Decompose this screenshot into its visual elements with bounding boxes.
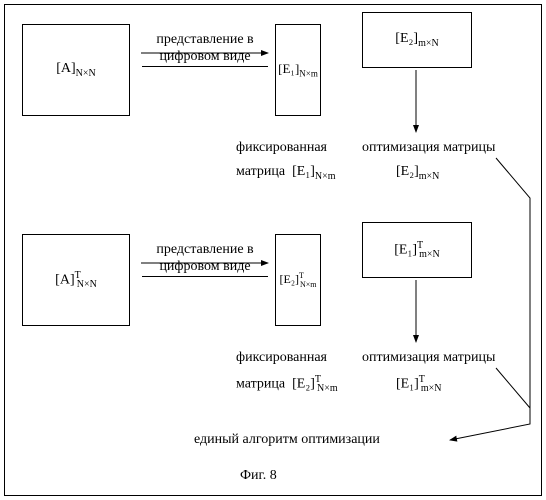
- optim-matrix-2: оптимизация матрицы: [362, 350, 495, 366]
- box-E1: [E₁]N×m: [275, 24, 321, 116]
- box-E2-label: [E₂]m×N: [395, 31, 438, 49]
- arrow-a-e1-label: представление в цифровом виде: [142, 32, 268, 66]
- fixed-matrix-2-line2: матрица [E₂]TN×m: [236, 374, 338, 394]
- fixed-matrix-1-line2: матрица [E₁]N×m: [236, 164, 336, 182]
- box-A: [A]N×N: [22, 24, 130, 116]
- optim-E2: [E₂]m×N: [396, 164, 439, 182]
- box-E2T-label: [E₂]TN×m: [280, 271, 317, 288]
- underline-2: [142, 276, 268, 277]
- box-AT: [A]TN×N: [22, 234, 130, 326]
- box-A-label: [A]N×N: [56, 61, 96, 79]
- fixed-matrix-1-line1: фиксированная: [236, 140, 327, 156]
- optim-matrix-1: оптимизация матрицы: [362, 140, 495, 156]
- box-E1T-label: [E₁]Tm×N: [394, 240, 440, 260]
- box-E1-label: [E₁]N×m: [278, 61, 318, 79]
- box-E1T: [E₁]Tm×N: [362, 222, 472, 278]
- fixed-matrix-2-line1: фиксированная: [236, 350, 327, 366]
- arrow-at-e2t-label: представление в цифровом виде: [142, 242, 268, 276]
- unified-algo-label: единый алгоритм оптимизации: [194, 432, 380, 448]
- box-E2: [E₂]m×N: [362, 12, 472, 68]
- box-AT-label: [A]TN×N: [55, 270, 97, 290]
- figure-caption: Фиг. 8: [240, 468, 277, 484]
- box-E2T: [E₂]TN×m: [275, 234, 321, 326]
- underline-1: [142, 66, 268, 67]
- optim-E1T: [E₁]Tm×N: [396, 374, 442, 394]
